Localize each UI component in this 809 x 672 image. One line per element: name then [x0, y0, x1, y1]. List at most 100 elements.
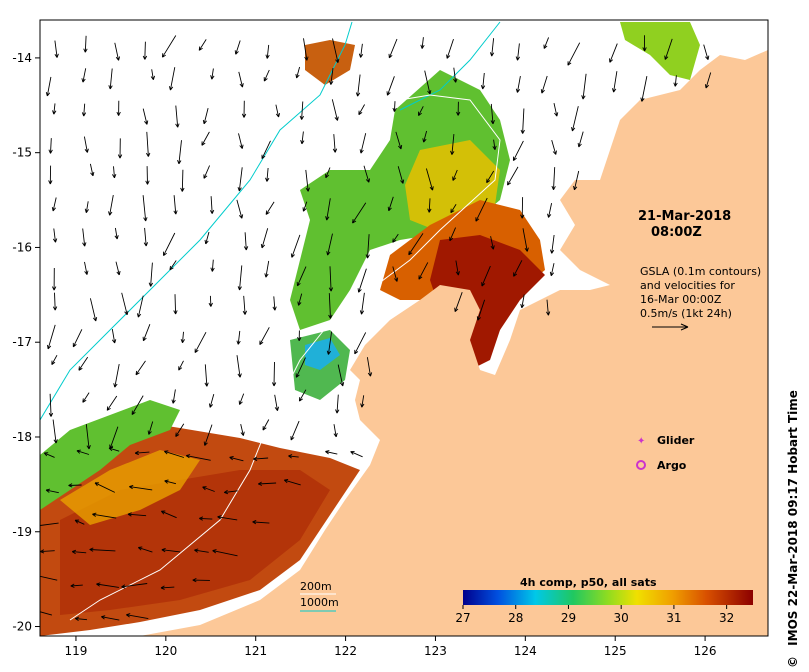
velocity-arrow: [264, 260, 270, 278]
velocity-arrow: [78, 356, 89, 371]
velocity-arrow: [358, 43, 364, 58]
velocity-arrow: [454, 292, 463, 313]
velocity-arrow: [242, 295, 248, 315]
velocity-arrow: [96, 582, 119, 588]
velocity-arrow: [263, 69, 270, 82]
gsla-line-3: 16-Mar 00:00Z: [640, 293, 722, 306]
velocity-arrow: [363, 165, 371, 183]
legend-glider: Glider: [657, 434, 695, 447]
velocity-arrow: [425, 168, 434, 191]
gsla-line-4: 0.5m/s (1kt 24h): [640, 307, 732, 320]
scale-arrow: [652, 323, 689, 331]
velocity-arrow: [237, 265, 243, 291]
velocity-arrow: [40, 611, 53, 616]
velocity-arrow: [328, 293, 333, 319]
velocity-arrow: [333, 424, 338, 438]
velocity-arrow: [303, 38, 309, 61]
velocity-arrow: [366, 357, 373, 377]
sst-south-cool: [40, 400, 180, 510]
velocity-arrow: [262, 419, 270, 431]
velocity-arrow: [271, 361, 277, 387]
velocity-arrow: [101, 615, 120, 621]
velocity-arrow: [175, 105, 180, 128]
velocity-arrow: [48, 138, 53, 154]
velocity-arrow: [83, 136, 89, 153]
velocity-arrow: [108, 446, 120, 452]
velocity-arrow: [515, 76, 521, 93]
gsla-line-1: GSLA (0.1m contours): [640, 265, 761, 278]
velocity-arrow: [418, 262, 429, 280]
x-axis: 119 120 121 122 123 124 125 126: [64, 636, 717, 658]
velocity-arrow: [74, 519, 85, 525]
velocity-arrow: [54, 40, 59, 58]
y-tick-label: -14: [12, 51, 32, 65]
velocity-arrow: [326, 331, 333, 355]
velocity-arrow: [234, 40, 241, 55]
velocity-arrow: [229, 456, 244, 462]
velocity-arrow: [355, 74, 361, 97]
velocity-arrow: [137, 546, 153, 553]
velocity-arrow: [642, 35, 647, 52]
velocity-arrow: [121, 583, 148, 589]
velocity-arrow: [283, 479, 301, 486]
velocity-arrow: [40, 522, 59, 526]
velocity-arrow: [117, 138, 123, 159]
velocity-arrow: [520, 197, 525, 219]
sst-central-green: [290, 70, 510, 330]
velocity-arrow: [296, 266, 307, 287]
legend: ✦ Glider Argo: [636, 434, 695, 472]
velocity-arrow: [89, 298, 98, 322]
velocity-arrow: [106, 395, 118, 411]
velocity-arrow: [240, 423, 245, 436]
velocity-arrow: [142, 108, 149, 125]
velocity-arrow: [111, 329, 117, 344]
velocity-arrow: [386, 76, 395, 96]
velocity-arrow: [108, 195, 114, 216]
velocity-arrow: [210, 68, 215, 80]
velocity-arrow: [418, 106, 424, 116]
y-axis: -14 -15 -16 -17 -18 -19 -20: [12, 51, 40, 634]
velocity-arrow: [299, 101, 304, 120]
colorbar: 4h comp, p50, all sats 27 28 29 30 31 32: [455, 576, 753, 625]
velocity-arrow: [275, 104, 281, 118]
velocity-arrow: [160, 510, 177, 519]
velocity-arrow: [243, 232, 249, 251]
sst-cyan-patch: [305, 338, 340, 370]
velocity-arrow: [163, 232, 176, 256]
velocity-arrow: [112, 166, 117, 179]
velocity-arrow: [204, 231, 210, 245]
velocity-arrow: [161, 35, 177, 58]
velocity-arrow: [171, 389, 176, 404]
velocity-arrow: [85, 424, 91, 450]
velocity-arrow: [571, 106, 579, 132]
velocity-arrow: [81, 68, 87, 83]
velocity-arrow: [581, 73, 587, 100]
velocity-arrow: [81, 103, 87, 117]
velocity-arrow: [43, 452, 55, 458]
velocity-arrow: [143, 227, 149, 247]
velocity-arrow: [392, 101, 397, 112]
velocity-arrow: [136, 295, 144, 318]
velocity-arrow: [198, 516, 213, 521]
argo-marker-icon: [636, 460, 646, 470]
velocity-arrow: [178, 360, 184, 371]
velocity-arrow: [194, 548, 209, 553]
velocity-arrow: [126, 613, 149, 620]
velocity-arrow: [297, 330, 302, 342]
velocity-arrow: [131, 395, 144, 415]
x-tick-label: 122: [334, 644, 357, 658]
velocity-arrow: [236, 355, 242, 378]
velocity-arrow: [115, 261, 121, 276]
velocity-arrow: [408, 233, 424, 256]
velocity-arrow: [202, 107, 209, 125]
x-tick-label: 124: [514, 644, 537, 658]
velocity-arrow: [208, 295, 213, 307]
velocity-arrow: [114, 42, 121, 61]
velocity-arrow: [567, 42, 581, 66]
velocity-arrow: [551, 167, 556, 191]
velocity-arrow: [51, 197, 57, 212]
velocity-arrow: [238, 393, 245, 405]
velocity-arrow: [129, 484, 153, 491]
plot-frame: [39, 19, 769, 637]
velocity-arrow: [392, 233, 399, 243]
